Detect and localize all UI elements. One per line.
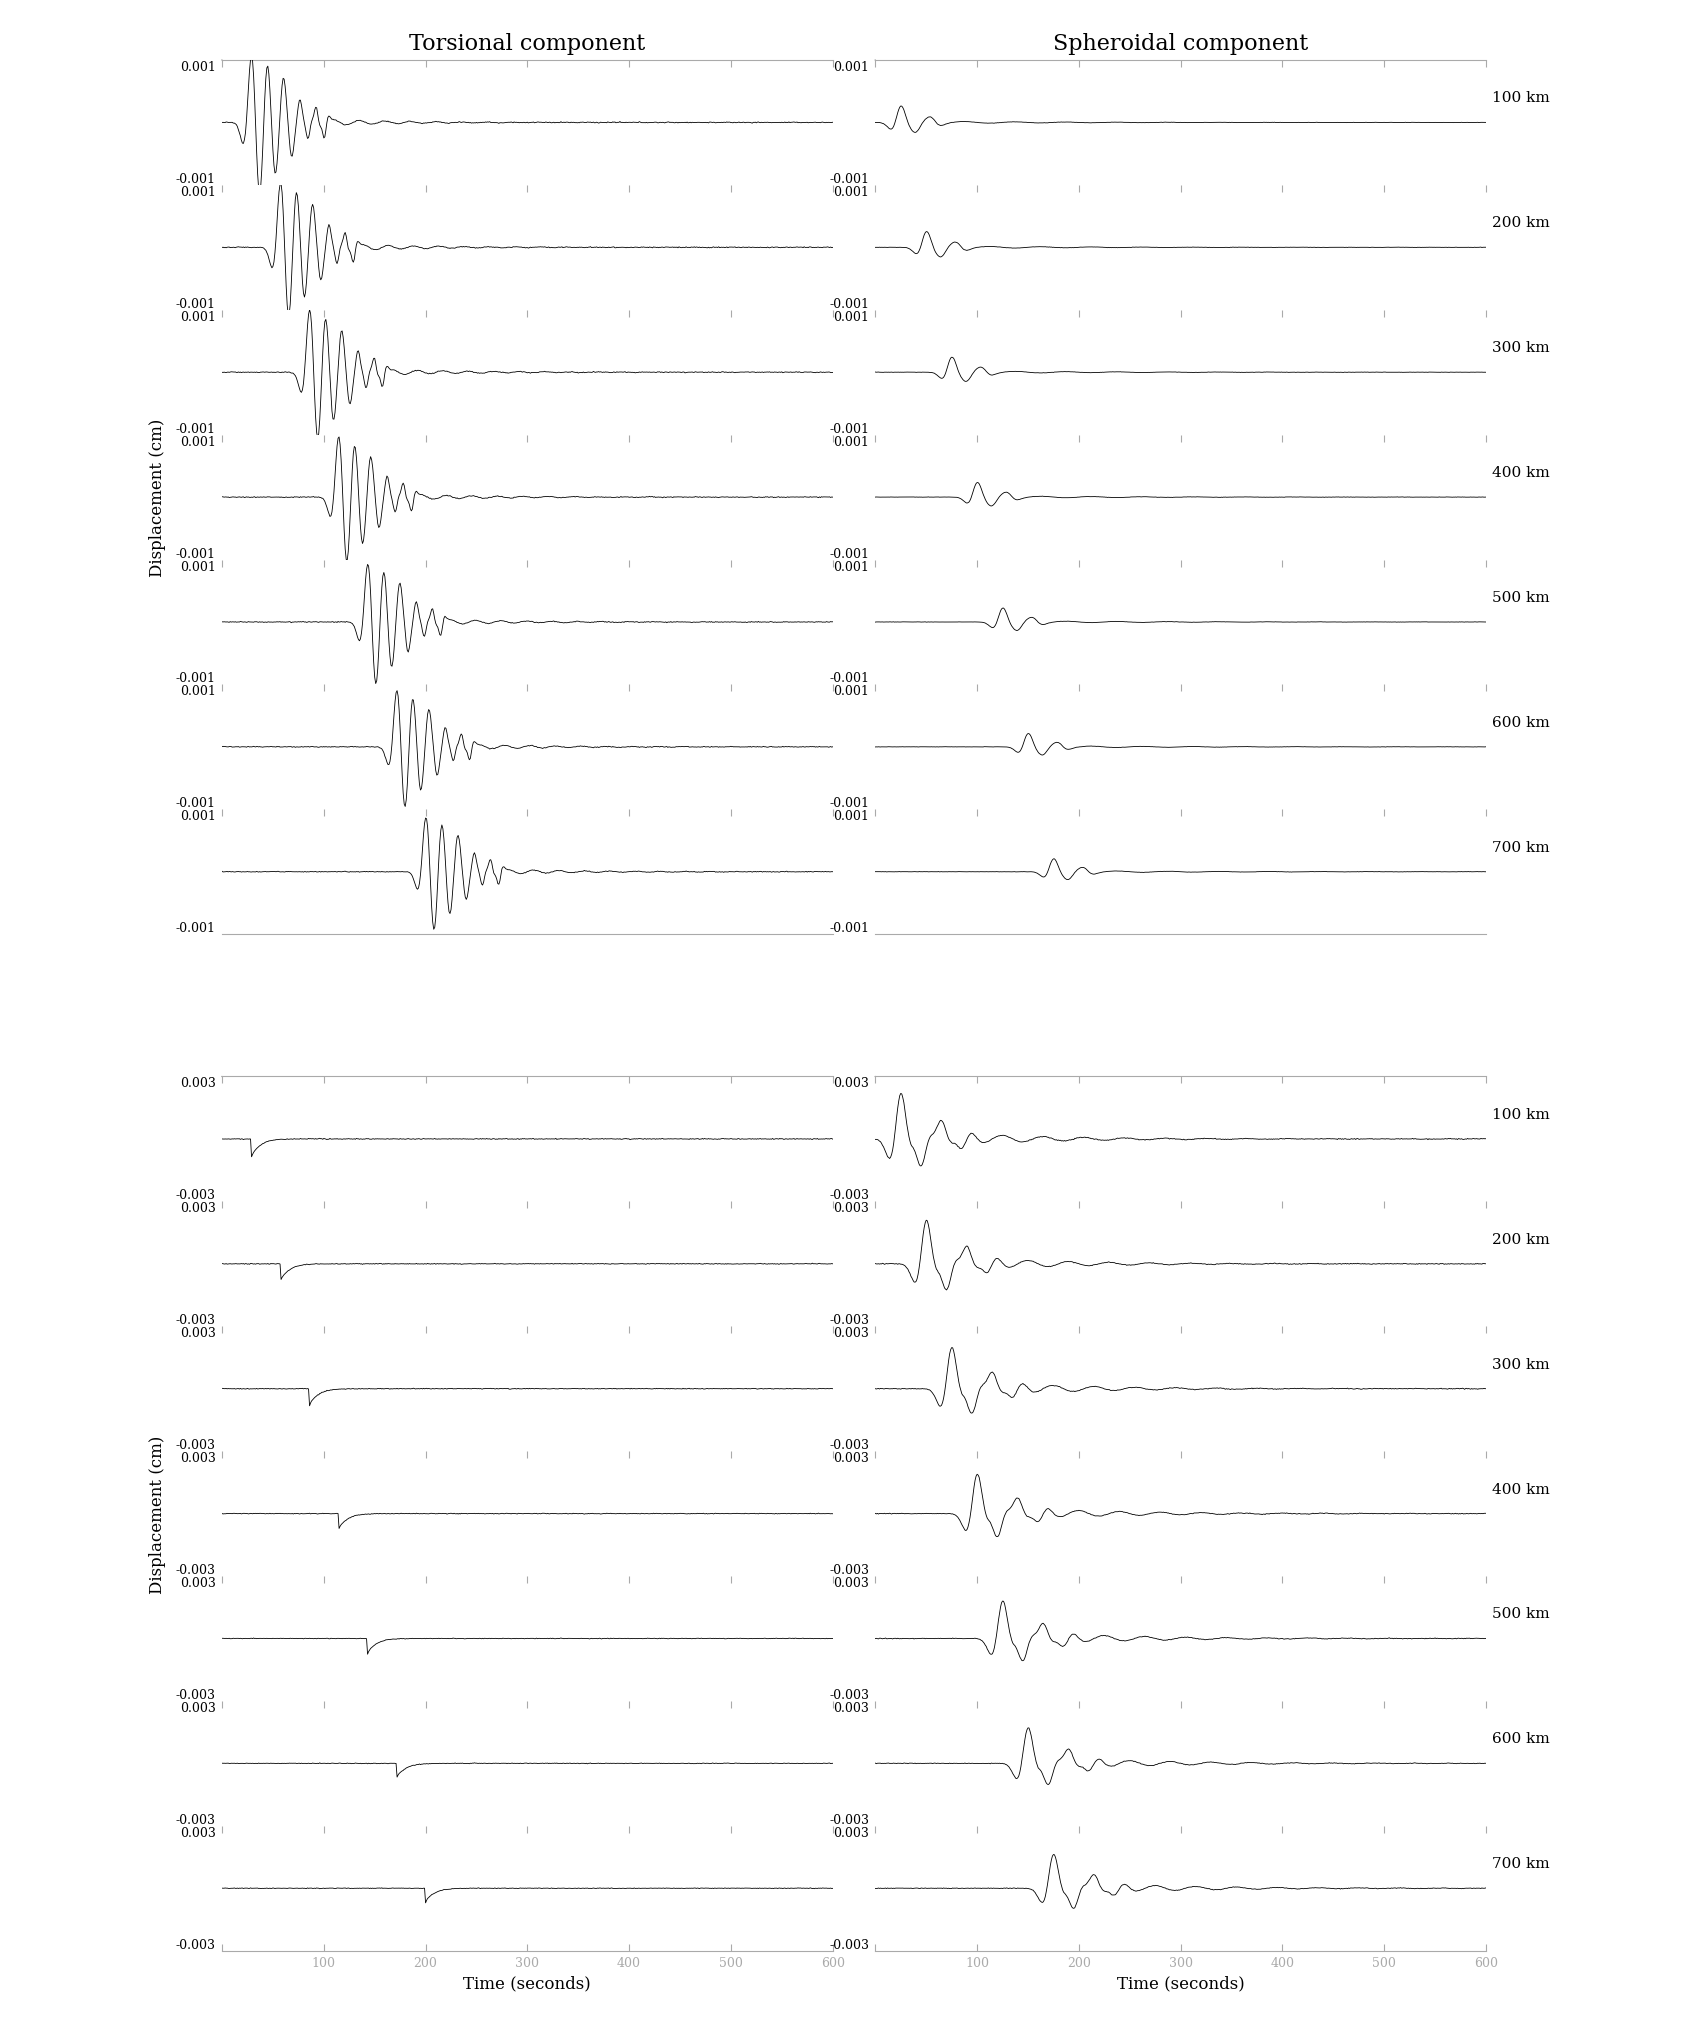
Text: -0.001: -0.001	[830, 423, 869, 435]
Text: -0.003: -0.003	[830, 1439, 869, 1451]
Text: 0.003: 0.003	[179, 1701, 215, 1715]
Text: -0.003: -0.003	[830, 1939, 869, 1951]
Text: -0.001: -0.001	[830, 173, 869, 185]
Text: 600 km: 600 km	[1492, 715, 1548, 729]
Text: -0.001: -0.001	[830, 797, 869, 811]
Text: -0.001: -0.001	[176, 673, 215, 685]
Title: Torsional component: Torsional component	[410, 33, 645, 55]
Text: -0.001: -0.001	[176, 297, 215, 311]
Text: -0.003: -0.003	[176, 1689, 215, 1701]
Text: -0.001: -0.001	[176, 423, 215, 435]
Text: 200 km: 200 km	[1492, 215, 1548, 230]
Text: 0.001: 0.001	[833, 435, 869, 449]
Text: 0.003: 0.003	[179, 1451, 215, 1465]
Text: -0.003: -0.003	[830, 1813, 869, 1827]
Y-axis label: Displacement (cm): Displacement (cm)	[150, 1435, 166, 1593]
Text: -0.001: -0.001	[176, 797, 215, 811]
Text: 0.001: 0.001	[833, 311, 869, 323]
Text: -0.001: -0.001	[176, 923, 215, 935]
Text: 0.003: 0.003	[179, 1827, 215, 1839]
Text: 0.003: 0.003	[833, 1451, 869, 1465]
Text: -0.003: -0.003	[176, 1189, 215, 1201]
Text: 0.001: 0.001	[179, 435, 215, 449]
Text: 0.001: 0.001	[179, 185, 215, 199]
Text: 600 km: 600 km	[1492, 1731, 1548, 1745]
Text: -0.003: -0.003	[830, 1189, 869, 1201]
Text: 0.003: 0.003	[833, 1577, 869, 1589]
Title: Spheroidal component: Spheroidal component	[1053, 33, 1308, 55]
Text: -0.003: -0.003	[176, 1939, 215, 1951]
Text: 0.001: 0.001	[833, 685, 869, 699]
Text: 400 km: 400 km	[1492, 465, 1548, 480]
Text: 500 km: 500 km	[1492, 1607, 1548, 1622]
Text: 200 km: 200 km	[1492, 1231, 1548, 1246]
Text: -0.003: -0.003	[830, 1689, 869, 1701]
Text: 0.001: 0.001	[833, 811, 869, 823]
Text: 0.003: 0.003	[833, 1077, 869, 1089]
Text: 0.001: 0.001	[833, 61, 869, 73]
Text: 300 km: 300 km	[1492, 1357, 1548, 1372]
Text: 0.001: 0.001	[179, 685, 215, 699]
Text: -0.001: -0.001	[830, 297, 869, 311]
Text: 400 km: 400 km	[1492, 1481, 1548, 1496]
Text: 500 km: 500 km	[1492, 591, 1548, 606]
Text: 300 km: 300 km	[1492, 341, 1548, 356]
Y-axis label: Displacement (cm): Displacement (cm)	[150, 419, 166, 577]
Text: -0.003: -0.003	[830, 1313, 869, 1327]
Text: 700 km: 700 km	[1492, 841, 1548, 853]
Text: 0.001: 0.001	[833, 561, 869, 573]
Text: 0.003: 0.003	[833, 1327, 869, 1339]
Text: -0.001: -0.001	[830, 673, 869, 685]
Text: 0.003: 0.003	[179, 1201, 215, 1215]
Text: -0.003: -0.003	[176, 1313, 215, 1327]
Text: 0.001: 0.001	[179, 61, 215, 73]
Text: -0.001: -0.001	[176, 173, 215, 185]
Text: -0.003: -0.003	[176, 1439, 215, 1451]
Text: -0.001: -0.001	[830, 923, 869, 935]
Text: -0.001: -0.001	[176, 547, 215, 561]
Text: 0.003: 0.003	[833, 1201, 869, 1215]
Text: 0.003: 0.003	[179, 1077, 215, 1089]
Text: -0.003: -0.003	[830, 1563, 869, 1577]
Text: 100 km: 100 km	[1492, 91, 1548, 106]
Text: -0.003: -0.003	[176, 1813, 215, 1827]
Text: 0.003: 0.003	[179, 1327, 215, 1339]
Text: 0.001: 0.001	[179, 561, 215, 573]
Text: -0.001: -0.001	[830, 547, 869, 561]
Text: 0.001: 0.001	[179, 311, 215, 323]
Text: 0.003: 0.003	[179, 1577, 215, 1589]
X-axis label: Time (seconds): Time (seconds)	[1116, 1975, 1244, 1991]
Text: 0.001: 0.001	[179, 811, 215, 823]
Text: 0.001: 0.001	[833, 185, 869, 199]
Text: -0.003: -0.003	[176, 1563, 215, 1577]
Text: 0.003: 0.003	[833, 1701, 869, 1715]
X-axis label: Time (seconds): Time (seconds)	[463, 1975, 591, 1991]
Text: 0.003: 0.003	[833, 1827, 869, 1839]
Text: 100 km: 100 km	[1492, 1107, 1548, 1122]
Text: 700 km: 700 km	[1492, 1857, 1548, 1869]
